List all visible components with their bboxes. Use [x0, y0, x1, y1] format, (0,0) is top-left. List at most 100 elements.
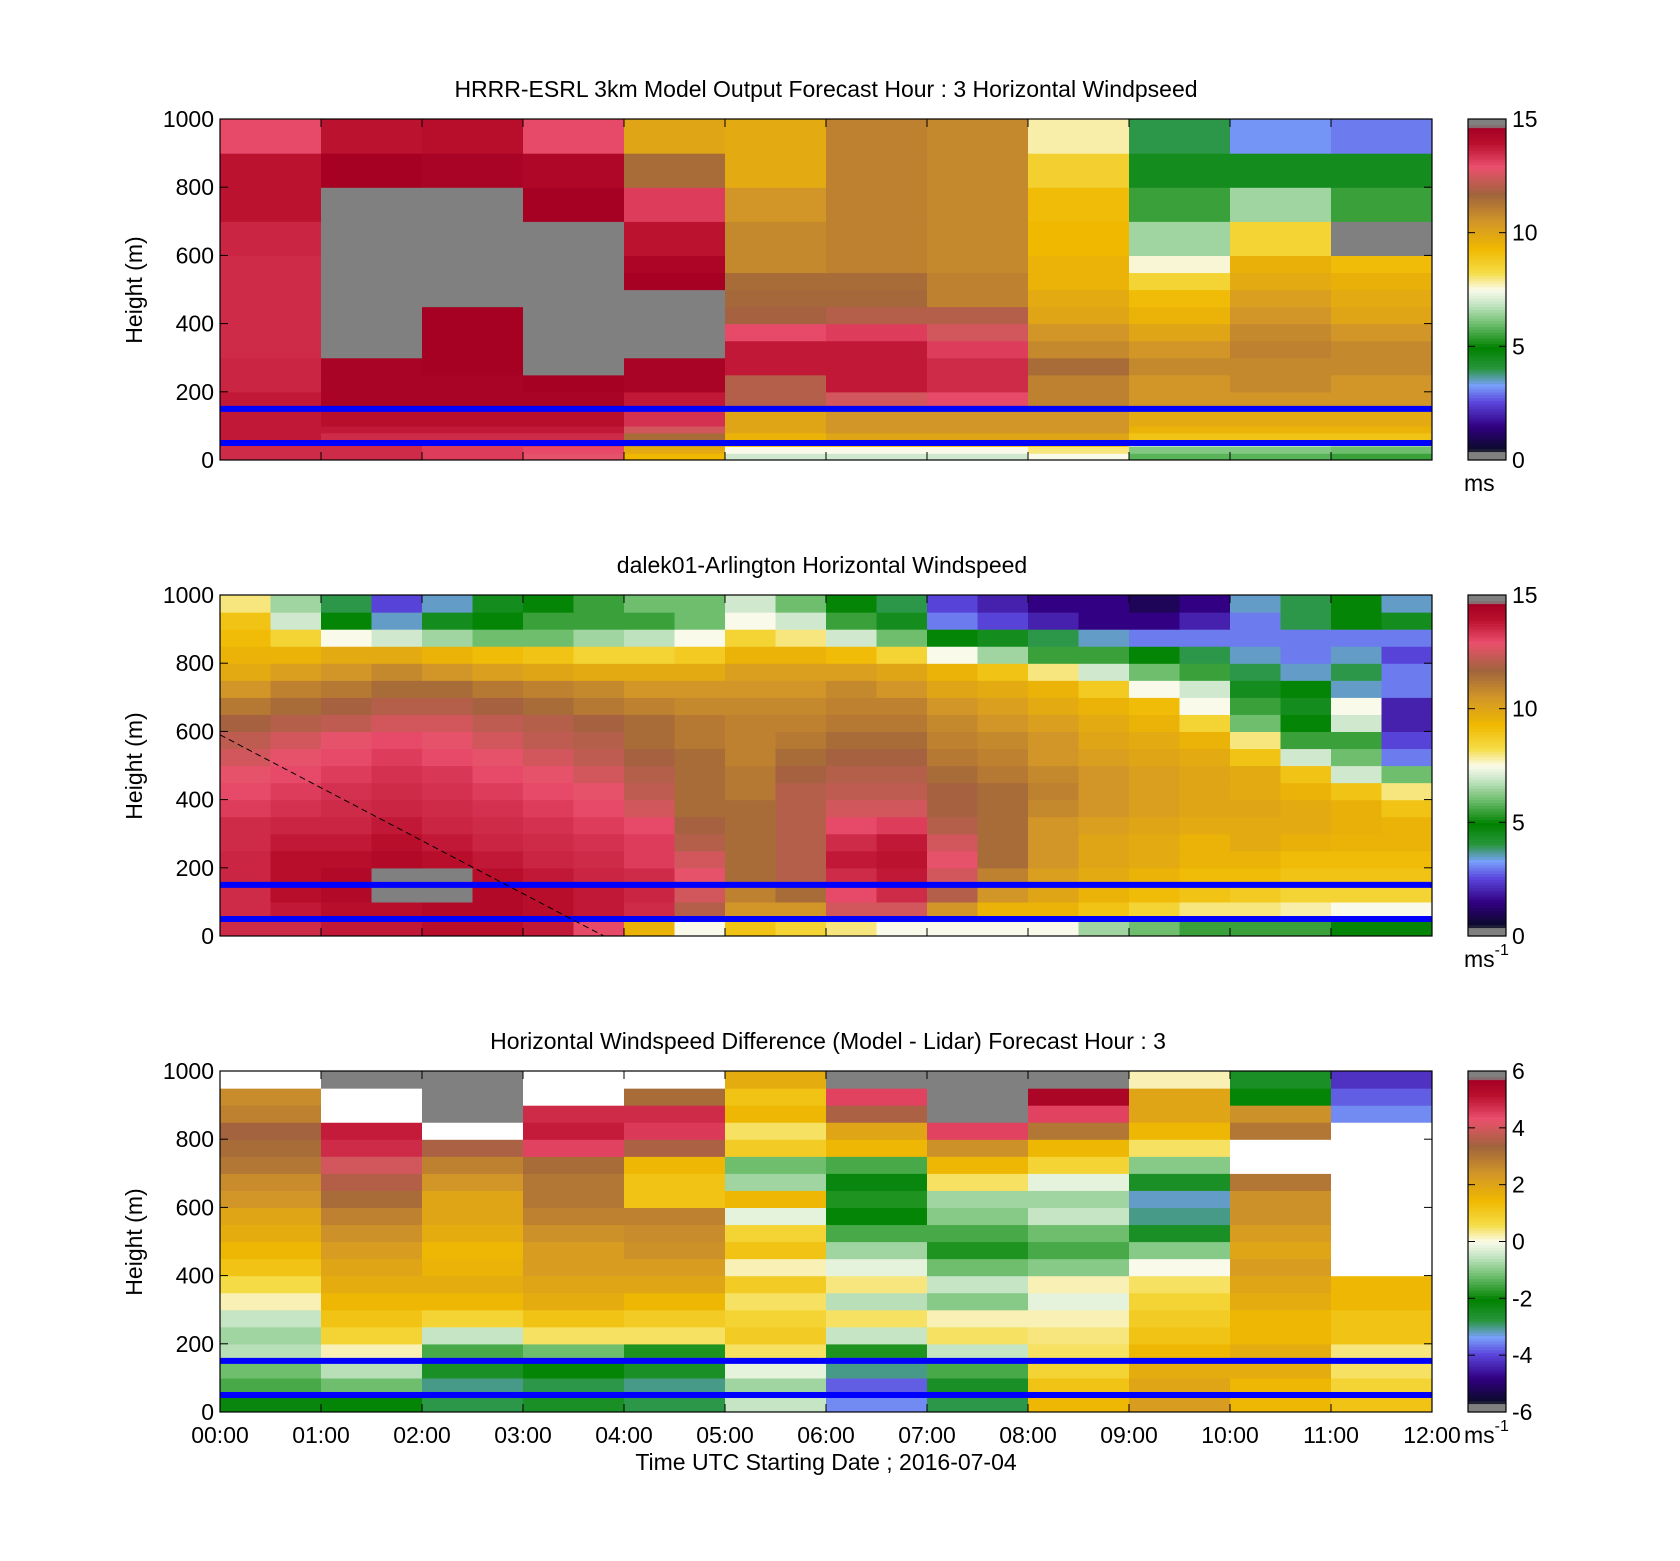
colorbar-step — [1468, 1338, 1506, 1342]
heatmap-cell — [725, 408, 827, 427]
heatmap-cell — [1280, 663, 1332, 681]
heatmap-cell — [321, 765, 373, 784]
heatmap-cell — [624, 1173, 726, 1191]
heatmap-cell — [674, 850, 726, 869]
heatmap-cell — [1381, 901, 1432, 920]
heatmap-cell — [472, 663, 524, 681]
colorbar-step — [1468, 428, 1506, 433]
heatmap-cell — [775, 646, 827, 664]
heatmap-cell — [1129, 833, 1181, 852]
y-tick-label: 400 — [176, 311, 214, 337]
heatmap-cell — [775, 850, 827, 869]
colorbar-step — [1468, 215, 1506, 220]
heatmap-cell — [624, 663, 676, 681]
colorbar-step — [1468, 133, 1506, 137]
heatmap-cell — [523, 1292, 625, 1311]
colorbar: 0 5 10 15 ms-1 — [1464, 582, 1538, 972]
colorbar-step — [1468, 617, 1506, 622]
heatmap-cell — [573, 680, 625, 698]
colorbar-step — [1468, 629, 1506, 633]
colorbar-step — [1468, 451, 1506, 455]
heatmap-cell — [270, 731, 322, 750]
heatmap-cell — [624, 1088, 726, 1106]
heatmap-cell — [422, 731, 474, 750]
heatmap-cell — [725, 1139, 827, 1157]
heatmap-cell — [1129, 1275, 1231, 1294]
heatmap-cell — [1280, 714, 1332, 732]
colorbar-step — [1468, 1267, 1506, 1271]
heatmap-cell — [523, 1377, 625, 1396]
heatmap-cell — [1179, 867, 1231, 886]
heatmap-cell — [422, 901, 474, 920]
heatmap-cell — [1230, 187, 1332, 222]
heatmap-cell — [422, 1207, 524, 1226]
heatmap-cell — [1230, 1275, 1332, 1294]
colorbar-step — [1468, 1167, 1506, 1172]
heatmap-cell — [573, 765, 625, 784]
colorbar-step — [1468, 762, 1506, 767]
heatmap-cell — [321, 446, 423, 454]
colorbar-step — [1468, 164, 1506, 168]
heatmap-cell — [674, 595, 726, 613]
heatmap-cell — [1179, 799, 1231, 818]
colorbar-step — [1468, 731, 1506, 735]
colorbar-step — [1468, 1150, 1506, 1155]
colorbar-step — [1468, 209, 1506, 214]
colorbar-step — [1468, 654, 1506, 659]
heatmap-cell — [422, 918, 474, 936]
heatmap-cell — [422, 1275, 524, 1294]
heatmap-cell — [321, 1088, 423, 1106]
heatmap-cell — [220, 1139, 322, 1157]
heatmap-cell — [1230, 918, 1282, 936]
heatmap-cell — [220, 748, 272, 767]
heatmap-cell — [1028, 714, 1080, 732]
heatmap-cell — [1078, 799, 1130, 818]
heatmap-cell — [1331, 833, 1383, 852]
colorbar-step — [1468, 739, 1506, 744]
colorbar-step — [1468, 417, 1506, 421]
colorbar-step — [1468, 181, 1506, 185]
colorbar-step — [1468, 147, 1506, 151]
heatmap-cell — [371, 833, 423, 852]
heatmap-cell — [674, 629, 726, 647]
heatmap-cell — [1078, 612, 1130, 630]
heatmap-cell — [1028, 340, 1130, 359]
colorbar-step — [1468, 1250, 1506, 1254]
heatmap-cell — [977, 748, 1029, 767]
heatmap-cell — [1129, 629, 1181, 647]
colorbar-step — [1468, 298, 1506, 302]
heatmap-cell — [220, 1190, 322, 1208]
colorbar-step — [1468, 371, 1506, 376]
heatmap-cell — [1129, 432, 1231, 441]
colorbar-step — [1468, 774, 1506, 778]
heatmap-cell — [220, 697, 272, 715]
heatmap-cell — [725, 323, 827, 342]
heatmap-cell — [1028, 446, 1130, 454]
heatmap-cell — [321, 1241, 423, 1260]
heatmap-cell — [1179, 731, 1231, 750]
heatmap-cell — [220, 408, 322, 427]
colorbar-step — [1468, 1130, 1506, 1135]
colorbar-step — [1468, 1363, 1506, 1368]
heatmap-cell — [1230, 1105, 1332, 1123]
heatmap-cell — [1331, 255, 1432, 274]
heatmap-cell — [624, 833, 676, 852]
heatmap-cell — [220, 1088, 322, 1106]
heatmap-cell — [220, 289, 322, 308]
heatmap-cell — [674, 816, 726, 835]
heatmap-cell — [1028, 391, 1130, 410]
heatmap-cell — [523, 697, 575, 715]
heatmap-cell — [977, 663, 1029, 681]
colorbar-step — [1468, 411, 1506, 416]
heatmap-cell — [1028, 629, 1080, 647]
heatmap-cell — [523, 901, 575, 920]
colorbar-step — [1468, 1221, 1506, 1226]
heatmap-cell — [826, 1156, 928, 1174]
colorbar-step — [1468, 343, 1506, 347]
heatmap-cell — [422, 884, 474, 903]
heatmap-cell — [220, 306, 322, 325]
colorbar-step — [1468, 309, 1506, 313]
colorbar-step — [1468, 805, 1506, 809]
heatmap-cell — [321, 1258, 423, 1277]
colorbar-step — [1468, 391, 1506, 396]
